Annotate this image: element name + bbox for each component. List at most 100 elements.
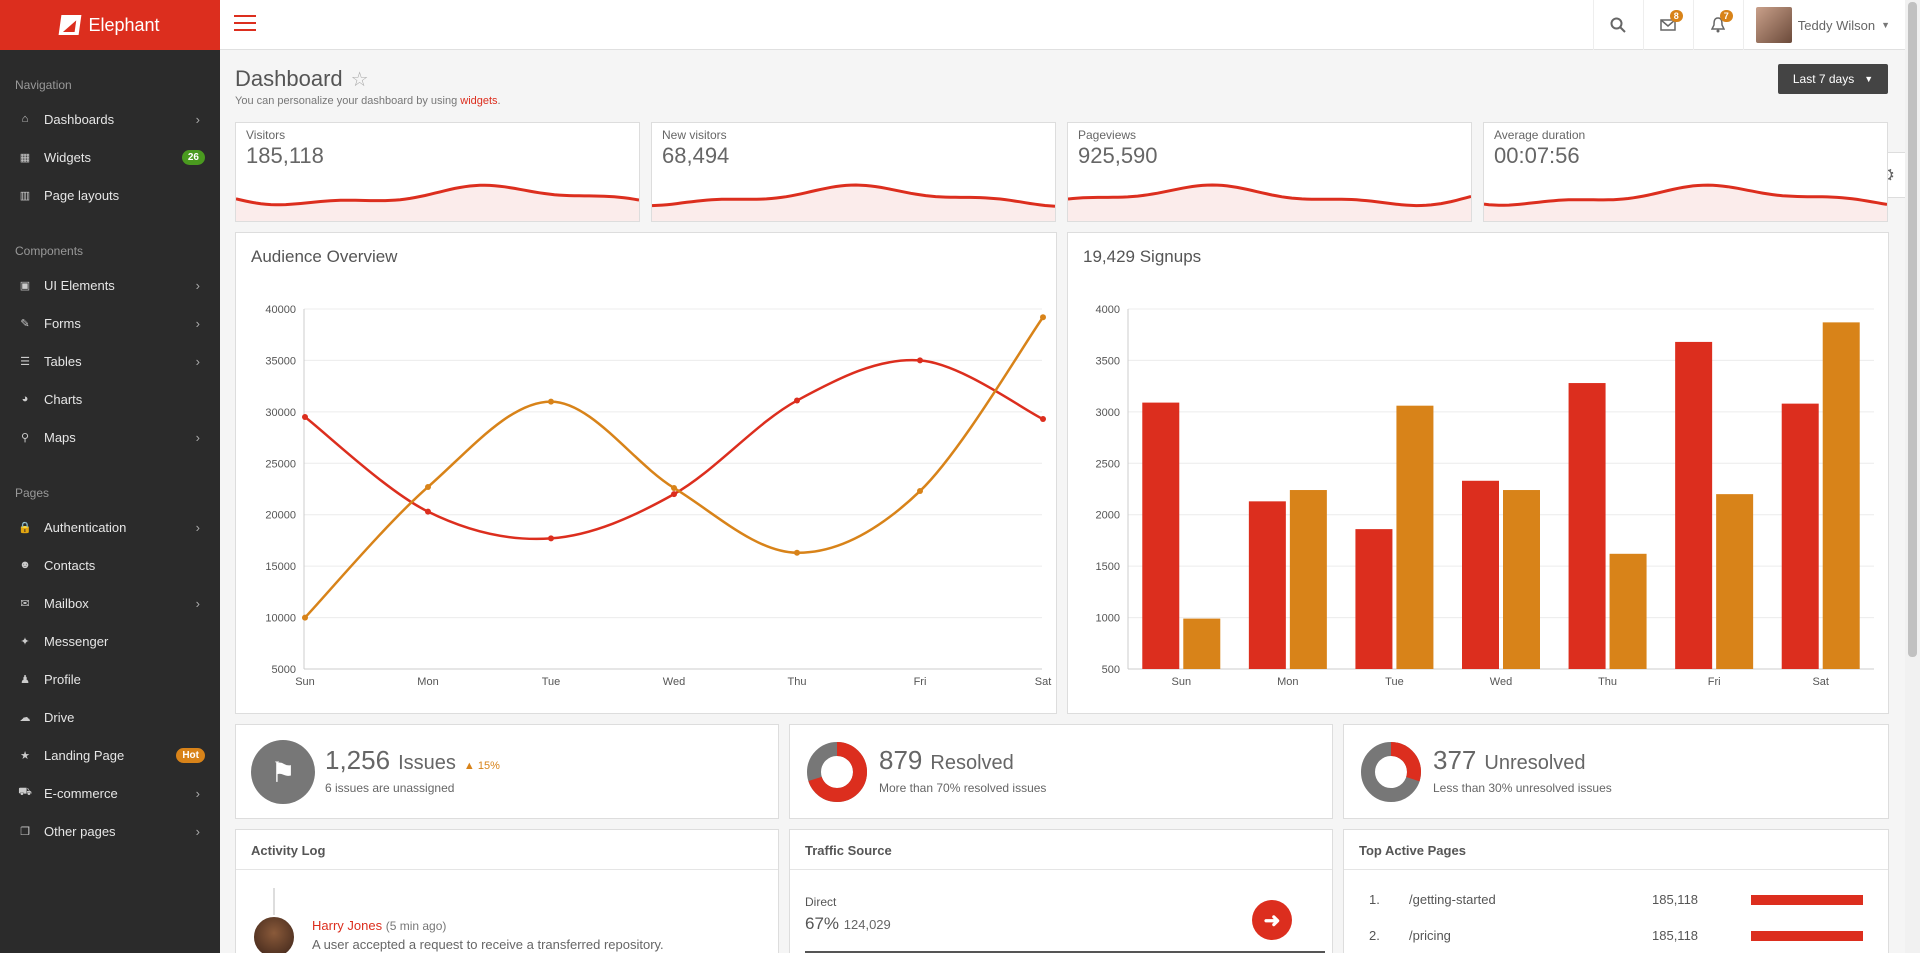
sidebar-item-other-pages[interactable]: ❐ Other pages › bbox=[0, 812, 220, 850]
data-point[interactable] bbox=[794, 397, 800, 404]
bar[interactable] bbox=[1396, 405, 1434, 669]
top-page-row[interactable]: 1. /getting-started 185,118 bbox=[1344, 882, 1888, 918]
x-tick-label: Sun bbox=[1171, 676, 1191, 688]
sidebar-item-tables[interactable]: ☰ Tables › bbox=[0, 342, 220, 380]
sparkline bbox=[652, 183, 1055, 221]
data-point[interactable] bbox=[425, 483, 431, 490]
bar[interactable] bbox=[1289, 490, 1327, 669]
issues-count: 1,256 Issues ▲ 15% bbox=[325, 745, 500, 776]
nav-section-title: Pages bbox=[15, 486, 50, 500]
resolved-word: Resolved bbox=[930, 752, 1014, 774]
edit-icon: ✎ bbox=[20, 317, 30, 330]
brand-name: Elephant bbox=[88, 14, 160, 35]
copy-icon: ❐ bbox=[20, 825, 30, 838]
arrow-right-icon[interactable]: ➜ bbox=[1252, 900, 1292, 940]
sidebar-item-widgets[interactable]: ▦ Widgets 26 bbox=[0, 138, 220, 176]
user-menu[interactable]: Teddy Wilson ▼ bbox=[1742, 0, 1905, 50]
elephant-logo-icon: ◢ bbox=[59, 15, 82, 35]
sidebar-item-forms[interactable]: ✎ Forms › bbox=[0, 304, 220, 342]
widgets-link[interactable]: widgets bbox=[460, 95, 498, 107]
bar[interactable] bbox=[1568, 383, 1606, 669]
notifications-button[interactable]: 7 bbox=[1692, 0, 1743, 50]
sidebar-item-label: Mailbox bbox=[44, 595, 89, 611]
y-tick-label: 2500 bbox=[1096, 458, 1120, 470]
bar[interactable] bbox=[1503, 490, 1540, 669]
data-point[interactable] bbox=[548, 398, 554, 405]
y-tick-label: 4000 bbox=[1096, 304, 1120, 316]
data-point[interactable] bbox=[794, 549, 800, 556]
sidebar-item-authentication[interactable]: 🔒 Authentication › bbox=[0, 508, 220, 546]
bar[interactable] bbox=[1142, 402, 1180, 669]
sidebar-item-drive[interactable]: ☁ Drive bbox=[0, 698, 220, 736]
search-button[interactable] bbox=[1592, 0, 1643, 50]
messages-button[interactable]: 8 bbox=[1642, 0, 1693, 50]
bar[interactable] bbox=[1822, 322, 1860, 669]
data-point[interactable] bbox=[1040, 314, 1046, 321]
sparkline bbox=[1068, 183, 1471, 221]
y-tick-label: 20000 bbox=[265, 510, 296, 522]
unresolved-subtext: Less than 30% unresolved issues bbox=[1433, 781, 1612, 795]
traffic-label: Direct bbox=[805, 895, 837, 909]
chevron-right-icon: › bbox=[195, 277, 200, 293]
data-point[interactable] bbox=[425, 508, 431, 515]
activity-header: Harry Jones (5 min ago) bbox=[312, 918, 446, 933]
resolved-donut-chart bbox=[807, 742, 867, 802]
chevron-right-icon: › bbox=[195, 595, 200, 611]
data-point[interactable] bbox=[917, 488, 923, 495]
cloud-icon: ☁ bbox=[19, 711, 31, 724]
data-point[interactable] bbox=[302, 414, 308, 420]
sidebar-item-page-layouts[interactable]: ▥ Page layouts bbox=[0, 176, 220, 214]
bar[interactable] bbox=[1716, 494, 1754, 669]
sidebar-badge: 26 bbox=[181, 149, 205, 165]
favorite-star-icon[interactable]: ☆ bbox=[350, 68, 369, 91]
unresolved-card: 377 Unresolved Less than 30% unresolved i… bbox=[1343, 724, 1889, 819]
date-range-label: Last 7 days bbox=[1792, 72, 1855, 86]
sidebar-item-label: Profile bbox=[44, 671, 81, 687]
stat-card-visitors: Visitors 185,118 bbox=[235, 122, 640, 222]
data-point[interactable] bbox=[917, 357, 923, 364]
sidebar-item-maps[interactable]: ⚲ Maps › bbox=[0, 418, 220, 456]
sidebar-item-e-commerce[interactable]: ⛟ E-commerce › bbox=[0, 774, 220, 812]
scroll-thumb[interactable] bbox=[1908, 2, 1917, 657]
data-point[interactable] bbox=[671, 491, 677, 498]
sidebar-item-dashboards[interactable]: ⌂ Dashboards › bbox=[0, 100, 220, 138]
bar[interactable] bbox=[1609, 553, 1647, 669]
sidebar-item-ui-elements[interactable]: ▣ UI Elements › bbox=[0, 266, 220, 304]
sidebar-item-label: Landing Page bbox=[44, 747, 125, 763]
date-range-button[interactable]: Last 7 days ▼ bbox=[1778, 64, 1888, 94]
top-page-row[interactable]: 2. /pricing 185,118 bbox=[1344, 918, 1888, 953]
bar[interactable] bbox=[1675, 341, 1713, 669]
x-tick-label: Tue bbox=[1385, 676, 1404, 688]
bar[interactable] bbox=[1248, 501, 1286, 669]
sidebar-item-landing-page[interactable]: ★ Landing Page Hot bbox=[0, 736, 220, 774]
brand[interactable]: ◢ Elephant bbox=[0, 0, 220, 50]
data-point[interactable] bbox=[671, 484, 677, 491]
issues-value: 1,256 bbox=[325, 745, 391, 775]
activity-user-link[interactable]: Harry Jones bbox=[312, 918, 383, 933]
user-name: Teddy Wilson bbox=[1797, 17, 1876, 33]
timeline-line bbox=[273, 888, 275, 918]
sidebar-item-label: Charts bbox=[44, 391, 83, 407]
sidebar-item-messenger[interactable]: ✦ Messenger bbox=[0, 622, 220, 660]
audience-overview-title: Audience Overview bbox=[251, 247, 398, 266]
briefcase-icon: ▣ bbox=[19, 279, 31, 292]
sidebar-item-mailbox[interactable]: ✉ Mailbox › bbox=[0, 584, 220, 622]
chevron-right-icon: › bbox=[195, 111, 200, 127]
bar[interactable] bbox=[1183, 618, 1221, 669]
sidebar-item-profile[interactable]: ♟ Profile bbox=[0, 660, 220, 698]
page-path: /getting-started bbox=[1409, 892, 1496, 907]
sidebar-badge: Hot bbox=[176, 747, 205, 763]
bar[interactable] bbox=[1355, 529, 1393, 669]
menu-toggle-icon[interactable] bbox=[234, 15, 256, 33]
sidebar-item-contacts[interactable]: ☻ Contacts bbox=[0, 546, 220, 584]
x-tick-label: Wed bbox=[1490, 676, 1512, 688]
issues-word: Issues bbox=[398, 752, 456, 774]
bar[interactable] bbox=[1781, 403, 1819, 669]
data-point[interactable] bbox=[302, 614, 308, 621]
sidebar-item-charts[interactable]: ◕ Charts bbox=[0, 380, 220, 418]
page-scrollbar[interactable] bbox=[1905, 0, 1920, 953]
flag-icon: ⚑ bbox=[251, 740, 315, 804]
bar[interactable] bbox=[1462, 480, 1499, 669]
data-point[interactable] bbox=[548, 535, 554, 542]
data-point[interactable] bbox=[1040, 416, 1046, 423]
